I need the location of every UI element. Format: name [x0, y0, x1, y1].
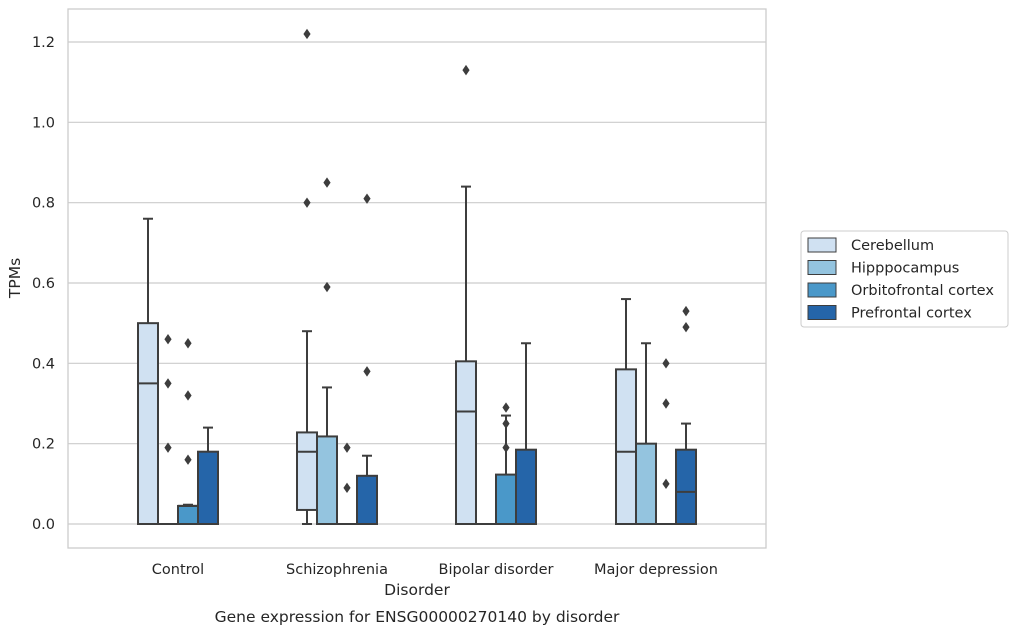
outlier-point	[303, 197, 311, 208]
legend: Cerebellum Hipppocampus Orbitofrontal cort…	[800, 230, 1009, 328]
outlier-point	[682, 321, 690, 333]
box-orbitofrontal-cortex	[656, 358, 676, 525]
outlier-point	[164, 334, 172, 345]
outlier-point	[184, 338, 192, 349]
legend-label: Prefrontal cortex	[851, 306, 972, 322]
outlier-point	[164, 442, 172, 453]
box-prefrontal-cortex	[356, 193, 378, 525]
legend-swatch	[807, 237, 837, 253]
box-cerebellum	[137, 217, 159, 525]
outlier-point	[502, 402, 510, 413]
legend-swatch	[807, 305, 837, 320]
x-tick-label: Major depression	[594, 562, 718, 578]
box-layer	[137, 28, 697, 526]
box-iqr	[356, 474, 378, 525]
y-tick-label: 0.8	[32, 196, 55, 212]
box-orbitofrontal-cortex	[495, 402, 517, 525]
x-tick-label: Bipolar disorder	[439, 562, 554, 578]
x-tick-label: Control	[152, 562, 204, 578]
outlier-point	[662, 358, 670, 369]
box-hipppocampus	[158, 334, 178, 525]
y-tick-label: 0.6	[32, 276, 55, 292]
legend-label: Orbitofrontal cortex	[851, 283, 994, 299]
box-hipppocampus	[635, 342, 657, 525]
y-tick-label: 1.0	[32, 115, 55, 131]
box-cerebellum	[296, 28, 318, 525]
legend-swatch	[807, 282, 837, 298]
y-tick-label: 1.2	[32, 35, 55, 51]
x-tick-label: Schizophrenia	[286, 562, 388, 578]
legend-label: Hipppocampus	[851, 261, 959, 277]
box-prefrontal-cortex	[515, 342, 537, 526]
y-tick-label: 0.4	[32, 356, 55, 372]
gridlines	[68, 41, 766, 525]
outlier-point	[164, 378, 172, 389]
outlier-point	[462, 64, 470, 76]
box-orbitofrontal-cortex	[337, 442, 357, 525]
plot-frame	[67, 8, 767, 549]
box-iqr	[615, 368, 637, 525]
box-iqr	[296, 431, 318, 511]
outlier-point	[184, 454, 192, 465]
box-prefrontal-cortex	[675, 305, 697, 526]
box-iqr	[177, 504, 199, 525]
y-axis-ticks: 0.0 0.2 0.4 0.6 0.8 1.0 1.2	[32, 35, 55, 533]
outlier-point	[343, 482, 351, 494]
outlier-point	[662, 478, 670, 490]
box-iqr	[495, 473, 517, 525]
x-axis-ticks: Control Schizophrenia Bipolar disorder Majo…	[152, 562, 718, 578]
box-prefrontal-cortex	[197, 426, 219, 526]
box-cerebellum	[455, 64, 477, 526]
outlier-point	[363, 193, 371, 204]
x-axis-label: Disorder	[384, 581, 450, 599]
outlier-point	[323, 177, 331, 188]
box-hipppocampus	[316, 177, 338, 526]
box-iqr	[455, 360, 477, 526]
legend-swatch	[807, 260, 837, 275]
box-orbitofrontal-cortex	[177, 338, 199, 525]
outlier-point	[502, 418, 510, 429]
y-tick-label: 0.2	[32, 437, 55, 453]
outlier-point	[502, 442, 510, 453]
box-iqr	[675, 448, 697, 526]
box-iqr	[137, 322, 159, 525]
outlier-point	[682, 305, 690, 317]
outlier-point	[303, 28, 311, 40]
box-iqr	[515, 448, 537, 526]
outlier-point	[363, 366, 371, 377]
outlier-point	[343, 442, 351, 453]
box-iqr	[316, 435, 338, 526]
y-tick-label: 0.0	[32, 517, 55, 533]
box-iqr	[197, 450, 219, 526]
y-axis-label: TPMs	[6, 258, 24, 299]
outlier-point	[662, 398, 670, 409]
legend-label: Cerebellum	[851, 238, 934, 254]
legend-frame	[800, 230, 1009, 328]
box-cerebellum	[615, 298, 637, 525]
box-iqr	[635, 442, 657, 525]
outlier-point	[184, 390, 192, 401]
outlier-point	[323, 281, 331, 293]
chart-caption: Gene expression for ENSG00000270140 by d…	[215, 608, 620, 626]
